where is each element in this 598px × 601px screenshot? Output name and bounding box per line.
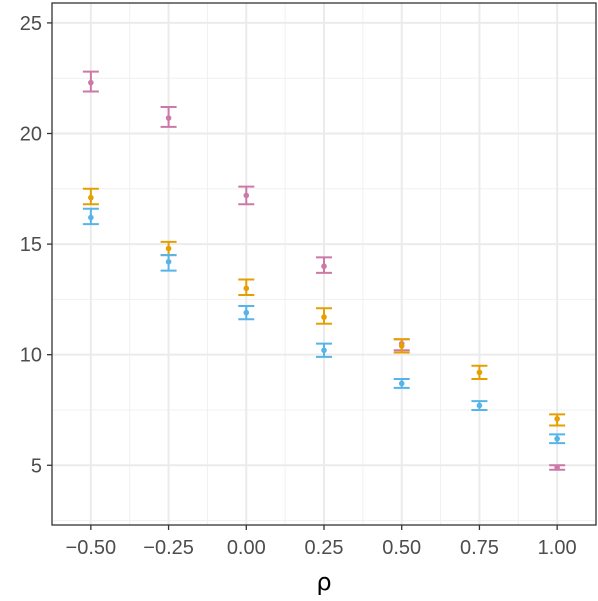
data-point [476, 369, 483, 376]
data-point [321, 347, 327, 354]
x-tick-label: −0.50 [66, 537, 117, 559]
x-axis-title: ρ [316, 568, 331, 596]
data-point [321, 263, 327, 270]
x-tick-label: 1.00 [538, 537, 577, 559]
data-point [243, 192, 250, 199]
data-point [476, 402, 483, 409]
x-tick-label: 0.25 [305, 537, 344, 559]
data-point [243, 309, 250, 316]
x-axis-ticks: −0.50 −0.25 0.00 0.25 0.50 0.75 1.00 [66, 525, 577, 559]
data-point [398, 380, 405, 387]
data-point [398, 343, 405, 349]
y-tick-label: 25 [20, 13, 42, 35]
y-tick-label: 10 [20, 345, 42, 367]
data-point [165, 115, 172, 121]
y-axis-ticks: 5 10 15 20 25 [20, 13, 52, 477]
data-point [88, 194, 94, 201]
data-point [243, 285, 250, 292]
data-point [554, 435, 560, 442]
x-tick-label: −0.25 [143, 537, 194, 559]
series-layer [82, 70, 566, 471]
data-point [321, 314, 327, 320]
data-point [165, 245, 172, 252]
series-3 [82, 207, 566, 445]
data-point [554, 416, 560, 422]
x-tick-label: 0.50 [382, 537, 421, 559]
data-point [88, 214, 94, 221]
data-point [554, 464, 560, 471]
y-tick-label: 20 [20, 124, 42, 146]
y-tick-label: 15 [20, 234, 42, 256]
y-tick-label: 5 [31, 455, 42, 477]
x-tick-label: 0.00 [227, 537, 266, 559]
x-tick-label: 0.75 [460, 537, 499, 559]
series-2 [82, 187, 566, 427]
data-point [165, 258, 172, 265]
data-point [88, 79, 94, 86]
